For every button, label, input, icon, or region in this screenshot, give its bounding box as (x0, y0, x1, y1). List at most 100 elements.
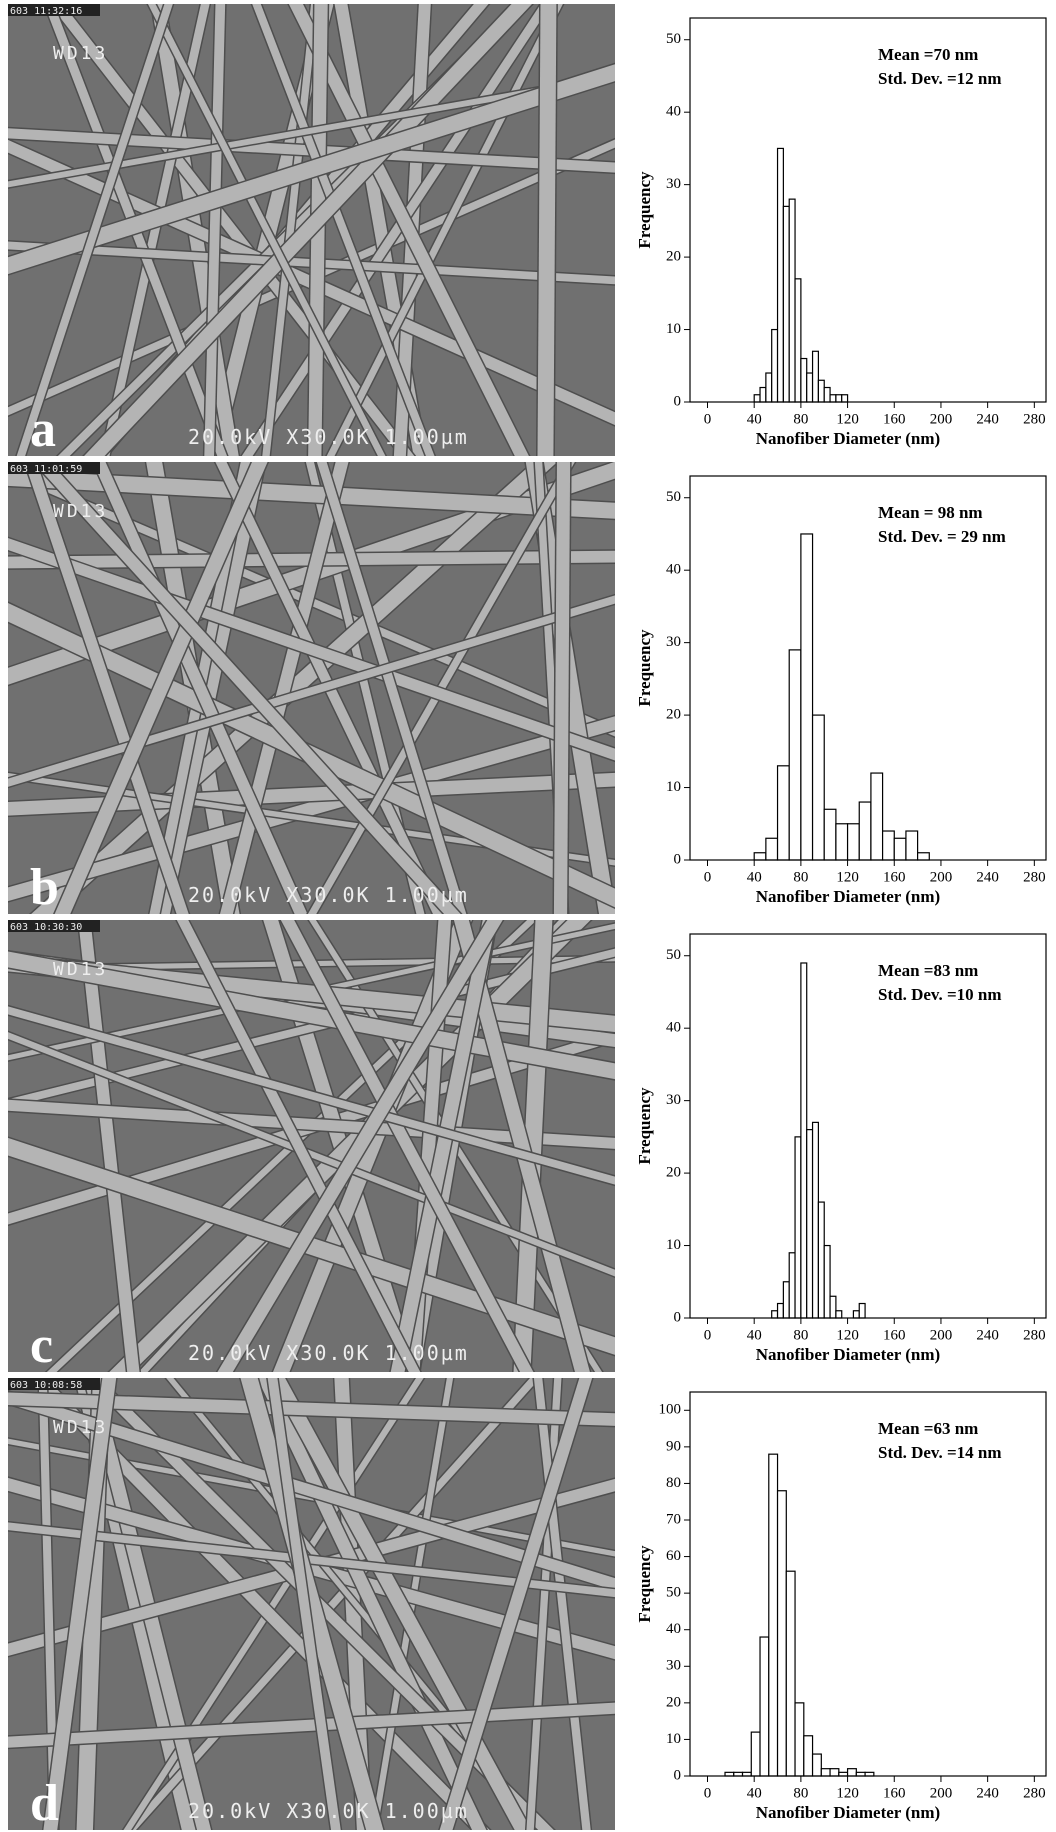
bar (830, 395, 836, 402)
x-tick-label: 0 (704, 869, 712, 885)
panel-label: a (30, 401, 56, 458)
x-axis-label: Nanofiber Diameter (nm) (756, 1345, 940, 1364)
y-tick-label: 70 (666, 1511, 681, 1527)
sem-info: 20.0kV X30.0K 1.00µm (188, 425, 469, 449)
sem-image: 603 11:01:59WD1320.0kV X30.0K 1.00µmb (0, 442, 635, 934)
x-tick-label: 200 (930, 869, 953, 885)
x-tick-label: 160 (883, 411, 906, 427)
x-tick-label: 40 (747, 411, 762, 427)
x-tick-label: 240 (976, 411, 999, 427)
bar (783, 1282, 789, 1318)
y-tick-label: 30 (666, 1092, 681, 1108)
x-tick-label: 240 (976, 1785, 999, 1801)
annotation: Mean =63 nm (878, 1419, 978, 1438)
bar (848, 824, 860, 860)
x-tick-label: 80 (793, 1327, 808, 1343)
x-axis-label: Nanofiber Diameter (nm) (756, 429, 940, 448)
x-tick-label: 160 (883, 869, 906, 885)
bar (918, 853, 930, 860)
bar (801, 359, 807, 402)
x-tick-label: 120 (836, 1327, 859, 1343)
bar (859, 1304, 865, 1318)
working-distance: WD13 (53, 43, 108, 64)
y-tick-label: 10 (666, 1731, 681, 1747)
bar (894, 838, 906, 860)
bar (760, 1637, 769, 1776)
bar (783, 206, 789, 402)
x-tick-label: 280 (1023, 1327, 1046, 1343)
bar (754, 395, 760, 402)
x-tick-label: 160 (883, 1327, 906, 1343)
figure: 603 11:32:16WD1320.0kV X30.0K 1.00µma603… (0, 0, 1056, 1832)
bar (786, 1571, 795, 1776)
sem-info: 20.0kV X30.0K 1.00µm (188, 1799, 469, 1823)
annotation: Mean = 98 nm (878, 503, 983, 522)
bar (795, 279, 801, 402)
bar (821, 1769, 830, 1776)
x-tick-label: 0 (704, 1785, 712, 1801)
fiber (315, 0, 322, 476)
bar (848, 1769, 857, 1776)
y-tick-label: 30 (666, 1658, 681, 1674)
bar (772, 330, 778, 402)
sem-image: 603 10:30:30WD1320.0kV X30.0K 1.00µmc (0, 900, 635, 1392)
bar (842, 395, 848, 402)
x-tick-label: 0 (704, 411, 712, 427)
annotation: Mean =70 nm (878, 45, 978, 64)
bar (804, 1736, 813, 1776)
x-tick-label: 80 (793, 869, 808, 885)
y-tick-label: 40 (666, 104, 681, 120)
y-tick-label: 60 (666, 1548, 681, 1564)
bar (836, 1311, 842, 1318)
x-tick-label: 240 (976, 869, 999, 885)
x-tick-label: 40 (747, 869, 762, 885)
annotation: Std. Dev. =10 nm (878, 985, 1002, 1004)
y-tick-label: 20 (666, 1165, 681, 1181)
x-tick-label: 200 (930, 411, 953, 427)
bar (906, 831, 918, 860)
y-tick-label: 20 (666, 249, 681, 265)
bar (766, 838, 778, 860)
timestamp: 603 11:01:59 (10, 464, 82, 475)
working-distance: WD13 (53, 959, 108, 980)
x-axis-label: Nanofiber Diameter (nm) (756, 887, 940, 906)
annotation: Std. Dev. = 29 nm (878, 527, 1006, 546)
fiber (560, 442, 563, 934)
x-tick-label: 200 (930, 1785, 953, 1801)
panel-label: b (30, 859, 59, 916)
x-tick-label: 40 (747, 1785, 762, 1801)
bar (824, 1246, 830, 1318)
bar (778, 1304, 784, 1318)
y-tick-label: 0 (674, 393, 682, 409)
bar (813, 1754, 822, 1776)
y-axis-label: Frequency (635, 171, 654, 249)
x-axis-label: Nanofiber Diameter (nm) (756, 1803, 940, 1822)
y-tick-label: 30 (666, 176, 681, 192)
y-tick-label: 50 (666, 31, 681, 47)
panel-label: c (30, 1317, 53, 1374)
bar (813, 351, 819, 402)
timestamp: 603 11:32:16 (10, 6, 82, 17)
timestamp: 603 10:30:30 (10, 922, 82, 933)
panel-label: d (30, 1775, 59, 1832)
bar (778, 148, 784, 402)
annotation: Std. Dev. =14 nm (878, 1443, 1002, 1462)
bar (818, 380, 824, 402)
bar (769, 1454, 778, 1776)
y-tick-label: 40 (666, 1020, 681, 1036)
x-tick-label: 80 (793, 1785, 808, 1801)
y-tick-label: 20 (666, 1694, 681, 1710)
y-tick-label: 0 (674, 851, 682, 867)
bar (778, 1491, 787, 1776)
y-tick-label: 80 (666, 1475, 681, 1491)
y-tick-label: 20 (666, 707, 681, 723)
bar (789, 650, 801, 860)
bar (824, 388, 830, 402)
bar (836, 824, 848, 860)
y-tick-label: 100 (659, 1402, 682, 1418)
bar (824, 809, 836, 860)
y-tick-label: 50 (666, 947, 681, 963)
x-tick-label: 120 (836, 411, 859, 427)
bar (830, 1769, 839, 1776)
